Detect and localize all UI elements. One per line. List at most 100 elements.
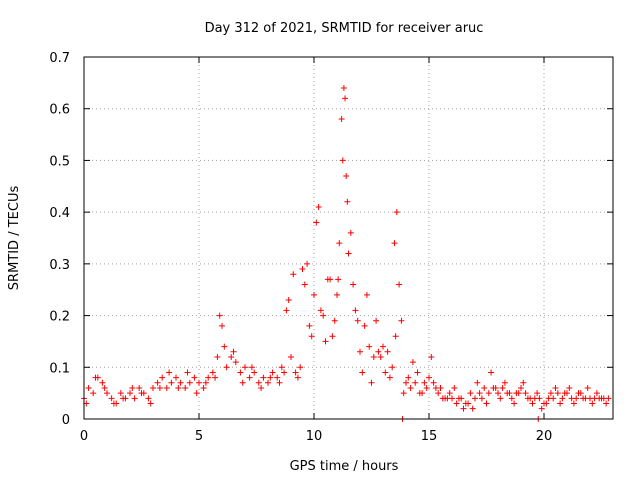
data-point	[251, 369, 258, 376]
data-point	[292, 369, 299, 376]
x-axis-label: GPS time / hours	[290, 459, 399, 474]
data-point	[573, 395, 580, 402]
data-point	[446, 390, 453, 397]
data-point	[554, 390, 561, 397]
x-tick-label: 10	[306, 429, 323, 444]
data-point	[508, 395, 515, 402]
data-point	[191, 374, 198, 381]
data-point	[449, 395, 455, 402]
y-tick-label: 0	[62, 413, 70, 428]
data-point	[90, 390, 97, 397]
data-point	[501, 379, 508, 386]
data-point	[428, 353, 435, 360]
data-point	[382, 369, 389, 376]
data-point	[311, 291, 317, 298]
data-point	[92, 374, 99, 381]
data-point	[281, 369, 288, 376]
x-tick-label: 0	[80, 429, 88, 444]
data-point	[605, 395, 612, 402]
data-point	[453, 400, 460, 407]
data-point	[304, 260, 311, 267]
data-point	[483, 400, 490, 407]
data-point	[598, 395, 605, 402]
data-point	[239, 379, 246, 386]
data-point	[524, 395, 531, 402]
data-point	[393, 209, 400, 216]
data-point	[340, 85, 347, 92]
data-point	[347, 229, 354, 236]
data-point	[543, 400, 550, 407]
data-point	[377, 353, 384, 360]
data-point	[405, 374, 412, 381]
data-point	[423, 384, 430, 391]
data-point	[221, 343, 228, 350]
data-point	[219, 322, 225, 329]
data-point	[603, 400, 610, 407]
data-point	[566, 384, 573, 391]
data-point	[368, 379, 375, 386]
data-point	[177, 379, 184, 386]
data-point	[472, 395, 478, 402]
data-point	[110, 400, 117, 407]
data-point	[315, 203, 322, 210]
data-point	[138, 390, 145, 397]
data-point	[285, 297, 292, 304]
data-point	[398, 317, 405, 324]
data-point	[380, 343, 386, 350]
data-point	[258, 384, 265, 391]
data-point	[488, 369, 495, 376]
y-axis-label: SRMTID / TECUs	[7, 186, 22, 291]
data-point	[354, 317, 361, 324]
data-point	[373, 317, 380, 324]
data-point	[403, 379, 409, 386]
x-tick-labels: 0 5 10 15 20	[80, 429, 552, 444]
data-point	[260, 374, 267, 381]
x-tick-label: 15	[421, 429, 438, 444]
data-point	[342, 95, 349, 102]
data-point	[283, 307, 290, 314]
data-point	[338, 116, 345, 123]
data-point	[499, 384, 506, 391]
data-point	[127, 390, 133, 397]
data-point	[117, 390, 124, 397]
data-point	[352, 307, 359, 314]
data-point	[104, 390, 110, 397]
data-point	[301, 281, 308, 288]
y-tick-label: 0.3	[49, 258, 70, 273]
data-point	[552, 384, 559, 391]
data-point	[274, 374, 281, 381]
data-point	[308, 333, 315, 340]
data-point	[492, 384, 499, 391]
data-point	[182, 384, 189, 391]
data-point	[518, 384, 524, 391]
data-point	[384, 348, 391, 355]
data-point	[557, 400, 564, 407]
data-point	[288, 353, 294, 360]
data-point	[85, 384, 92, 391]
data-point	[320, 312, 327, 319]
data-point	[389, 364, 396, 371]
data-point	[131, 395, 138, 402]
plot-frame	[83, 56, 614, 420]
data-point	[334, 291, 340, 298]
y-tick-label: 0.1	[49, 361, 70, 376]
data-point	[136, 384, 143, 391]
data-point	[460, 405, 467, 412]
data-point	[344, 198, 351, 205]
data-point	[559, 395, 566, 402]
data-point	[196, 379, 202, 386]
data-point	[145, 395, 152, 402]
data-point	[163, 384, 170, 391]
data-point	[230, 348, 237, 355]
data-point	[506, 390, 513, 397]
data-point	[419, 390, 426, 397]
data-point	[497, 395, 504, 402]
data-point	[313, 219, 320, 226]
data-points	[81, 85, 612, 422]
data-point	[290, 271, 297, 278]
data-point	[593, 390, 600, 397]
data-point	[465, 400, 472, 407]
data-point	[216, 312, 223, 319]
data-point	[396, 281, 403, 288]
data-point	[237, 369, 244, 376]
